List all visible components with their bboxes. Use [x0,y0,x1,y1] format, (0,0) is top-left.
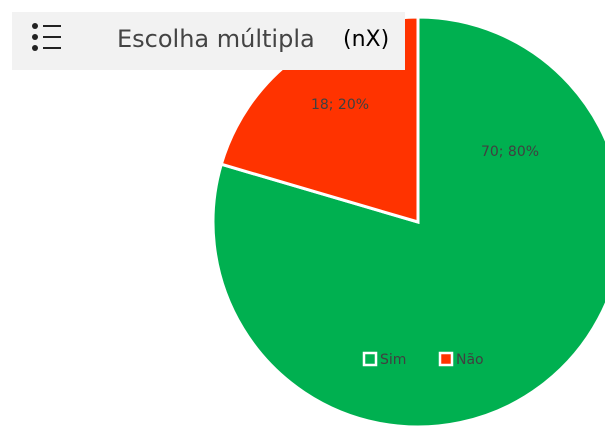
pie: 70; 80% 18; 20% Sim Não [211,15,605,429]
header-bar [12,12,405,70]
legend-label: Não [456,352,484,368]
list-icon [32,23,61,51]
data-label: 70; 80% [481,144,539,160]
legend-label: Sim [380,352,406,368]
header-title: Escolha múltipla [117,25,315,53]
legend-swatch [438,351,454,367]
header-badge: (nX) [343,27,389,52]
legend-swatch [362,351,378,367]
pie-slice [211,15,605,429]
data-label: 18; 20% [311,97,369,113]
